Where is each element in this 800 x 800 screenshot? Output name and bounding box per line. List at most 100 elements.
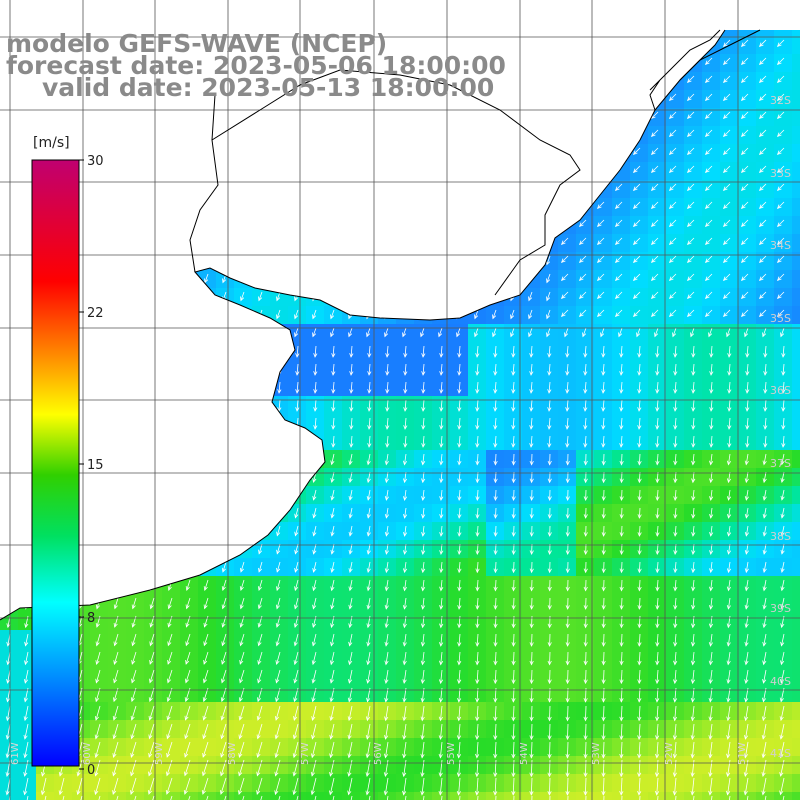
wind-arrow-head xyxy=(474,314,479,320)
wind-arrow-head xyxy=(565,514,570,519)
field-cell xyxy=(558,414,576,432)
wind-arrow-head xyxy=(565,371,570,376)
field-cell xyxy=(792,666,800,684)
field-cell xyxy=(522,594,540,612)
field-cell xyxy=(702,126,720,144)
wind-arrow-head xyxy=(511,642,516,647)
wind-arrow-head xyxy=(673,514,678,519)
wind-arrow-head xyxy=(331,353,336,358)
field-cell xyxy=(792,792,800,800)
field-cell xyxy=(594,576,612,594)
field-cell xyxy=(252,666,270,684)
wind-arrow-head xyxy=(275,623,280,628)
wind-arrow-head xyxy=(366,586,371,592)
wind-arrow-shaft xyxy=(705,129,713,137)
wind-arrow-shaft xyxy=(597,273,605,281)
field-cell xyxy=(648,486,666,504)
wind-arrow-shaft xyxy=(638,543,641,555)
wind-arrow-shaft xyxy=(512,381,515,393)
field-cell xyxy=(396,360,414,378)
wind-arrow-shaft xyxy=(422,471,425,483)
wind-arrow-shaft xyxy=(561,273,569,281)
field-cell xyxy=(648,792,666,800)
wind-arrow-head xyxy=(565,605,570,610)
wind-arrow-shaft xyxy=(651,129,659,137)
wind-arrow-shaft xyxy=(656,579,659,591)
field-cell xyxy=(504,342,522,360)
wind-arrow-head xyxy=(457,642,462,647)
field-cell xyxy=(792,756,800,774)
field-cell xyxy=(252,774,270,792)
field-cell xyxy=(774,198,792,216)
field-cell xyxy=(540,612,558,630)
field-cell xyxy=(522,432,540,450)
wind-arrow-head xyxy=(565,568,570,574)
wind-arrow-head xyxy=(781,353,786,358)
field-cell xyxy=(108,612,126,630)
wind-arrow-shaft xyxy=(728,417,731,429)
wind-arrow-shaft xyxy=(728,543,731,555)
field-cell xyxy=(108,684,126,702)
wind-arrow-head xyxy=(596,276,602,282)
field-cell xyxy=(432,630,450,648)
wind-arrow-head xyxy=(367,371,372,376)
wind-arrow-shaft xyxy=(313,543,317,554)
field-cell xyxy=(90,666,108,684)
wind-arrow-shaft xyxy=(746,417,749,429)
wind-arrow-head xyxy=(708,332,713,338)
wind-arrow-head xyxy=(203,586,208,591)
field-cell xyxy=(792,162,800,180)
field-cell xyxy=(180,576,198,594)
field-cell xyxy=(252,594,270,612)
wind-arrow-head xyxy=(95,604,100,610)
field-cell xyxy=(666,648,684,666)
wind-arrow-head xyxy=(565,407,570,412)
field-cell xyxy=(450,756,468,774)
wind-arrow-head xyxy=(619,496,624,502)
field-cell xyxy=(432,774,450,792)
wind-arrow-shaft xyxy=(350,435,353,447)
wind-arrow-head xyxy=(384,531,390,537)
field-cell xyxy=(558,684,576,702)
field-cell xyxy=(594,414,612,432)
wind-arrow-head xyxy=(167,641,172,647)
field-cell xyxy=(792,486,800,504)
wind-arrow-head xyxy=(740,78,746,84)
field-cell xyxy=(792,36,800,54)
wind-arrow-head xyxy=(349,389,354,394)
wind-arrow-head xyxy=(294,513,299,519)
field-cell xyxy=(486,540,504,558)
wind-arrow-head xyxy=(475,407,480,412)
field-cell xyxy=(702,270,720,288)
wind-arrow-head xyxy=(727,443,732,448)
wind-arrow-shaft xyxy=(692,507,695,519)
wind-arrow-head xyxy=(457,514,462,519)
wind-arrow-head xyxy=(668,114,674,120)
field-cell xyxy=(180,666,198,684)
wind-arrow-head xyxy=(457,443,462,448)
field-cell xyxy=(378,396,396,414)
wind-arrow-head xyxy=(722,42,728,48)
wind-arrow-head xyxy=(348,549,353,555)
wind-arrow-head xyxy=(457,407,462,412)
field-cell xyxy=(540,270,558,288)
wind-arrow-shaft xyxy=(313,507,317,518)
field-cell xyxy=(108,630,126,648)
wind-arrow-shaft xyxy=(687,93,695,101)
wind-arrow-shaft xyxy=(741,309,749,317)
wind-arrow-shaft xyxy=(314,381,317,393)
field-cell xyxy=(450,540,468,558)
field-cell xyxy=(594,216,612,234)
field-cell xyxy=(630,504,648,522)
field-cell xyxy=(648,612,666,630)
field-cell xyxy=(558,450,576,468)
wind-arrow-head xyxy=(655,478,660,484)
wind-arrow-shaft xyxy=(476,417,479,429)
wind-arrow-head xyxy=(475,371,480,376)
wind-arrow-head xyxy=(275,641,280,647)
wind-arrow-head xyxy=(546,314,551,320)
field-cell xyxy=(648,288,666,306)
field-cell xyxy=(180,774,198,792)
field-cell xyxy=(468,342,486,360)
field-cell xyxy=(594,234,612,252)
